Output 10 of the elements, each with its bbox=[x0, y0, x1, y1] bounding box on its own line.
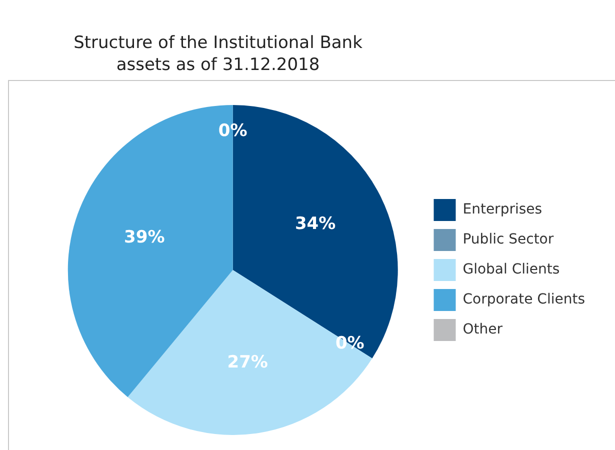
data-label: 27% bbox=[227, 352, 268, 372]
data-label: 34% bbox=[294, 214, 336, 234]
legend-label: Other bbox=[462, 322, 503, 338]
data-label: 39% bbox=[124, 228, 165, 248]
legend-label: Corporate Clients bbox=[462, 292, 586, 308]
text: 0% bbox=[218, 120, 248, 141]
legend-label: Public Sector bbox=[462, 232, 554, 248]
legend-label: Global Clients bbox=[462, 262, 560, 278]
chart-title: Structure of the Institutional Bank assets as of 31.12.2018 bbox=[72, 32, 364, 76]
legend-label: Enterprises bbox=[462, 202, 542, 218]
